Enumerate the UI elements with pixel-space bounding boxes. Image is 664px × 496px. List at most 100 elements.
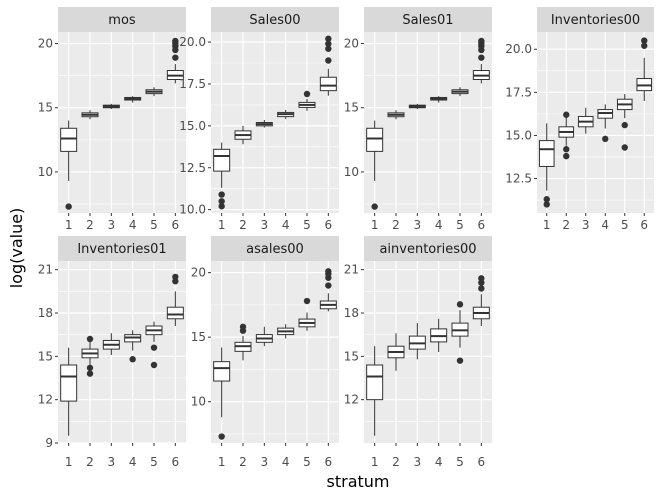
outlier-point xyxy=(621,144,628,151)
box-stratum-2 xyxy=(81,335,99,377)
box-stratum-5 xyxy=(616,94,633,151)
x-tick-label: 4 xyxy=(129,455,137,469)
box-stratum-5 xyxy=(451,87,469,97)
x-tick-label: 2 xyxy=(86,218,94,232)
x-tick-label: 5 xyxy=(150,218,158,232)
box-stratum-5 xyxy=(451,301,469,364)
box-stratum-1 xyxy=(366,346,384,436)
y-tick-label: 20 xyxy=(191,266,206,280)
outlier-point xyxy=(478,285,485,292)
outlier-point xyxy=(325,40,332,47)
outlier-point xyxy=(303,90,311,98)
facet-panel: Sales01 10 15 20 1 2 3 4 5 6 xyxy=(344,7,492,232)
box-stratum-6 xyxy=(166,273,184,326)
box-stratum-2 xyxy=(387,333,405,371)
box-stratum-2 xyxy=(234,125,252,145)
x-tick-label: 3 xyxy=(414,218,422,232)
box-stratum-1 xyxy=(538,123,555,208)
box-iqr xyxy=(319,76,337,92)
box-stratum-6 xyxy=(472,275,490,326)
box-stratum-5 xyxy=(298,297,316,331)
y-tick-label: 21 xyxy=(38,263,53,277)
x-tick-label: 6 xyxy=(640,218,648,232)
outlier-point xyxy=(172,37,179,45)
outlier-point xyxy=(325,57,332,64)
x-tick-label: 2 xyxy=(392,455,400,469)
outlier-point xyxy=(218,433,225,440)
facet-panel: asales00 10 15 20 1 2 3 4 5 6 xyxy=(191,236,339,469)
y-tick-label: 15.0 xyxy=(505,128,532,142)
x-tick-label: 3 xyxy=(582,218,590,232)
box-stratum-4 xyxy=(597,104,614,143)
box-stratum-4 xyxy=(430,318,448,352)
outlier-point xyxy=(371,203,378,210)
y-tick-label: 15.0 xyxy=(179,119,206,133)
outlier-point xyxy=(563,146,570,153)
box-iqr xyxy=(213,361,231,382)
outlier-point xyxy=(218,203,225,210)
box-stratum-6 xyxy=(472,37,490,84)
y-tick-label: 20 xyxy=(344,37,359,51)
box-iqr xyxy=(366,364,384,401)
panel-background xyxy=(211,32,339,213)
x-tick-label: 4 xyxy=(435,455,443,469)
outlier-point xyxy=(621,121,628,129)
box-stratum-3 xyxy=(408,103,426,110)
outlier-point xyxy=(325,35,332,42)
outlier-point xyxy=(86,370,94,377)
outlier-point xyxy=(602,135,609,143)
box-stratum-3 xyxy=(577,107,594,134)
facet-strip xyxy=(58,236,186,261)
facet-strip xyxy=(364,236,492,261)
outlier-point xyxy=(86,335,94,343)
outlier-point xyxy=(478,275,485,282)
box-stratum-2 xyxy=(558,111,575,160)
x-tick-label: 6 xyxy=(172,455,180,469)
facet-strip-label: Sales00 xyxy=(249,13,300,28)
outlier-point xyxy=(172,273,179,281)
x-tick-label: 3 xyxy=(261,455,269,469)
outlier-point xyxy=(641,37,648,44)
y-tick-label: 15 xyxy=(38,349,53,363)
box-stratum-4 xyxy=(124,330,142,363)
y-axis-title: log(value) xyxy=(7,208,26,289)
y-tick-label: 18 xyxy=(38,306,53,320)
box-stratum-5 xyxy=(145,87,163,97)
x-tick-label: 1 xyxy=(371,218,379,232)
outlier-point xyxy=(563,111,570,118)
facet-strip-label: mos xyxy=(108,13,136,28)
box-stratum-4 xyxy=(124,96,142,103)
facet-strip-label: Inventories00 xyxy=(551,13,640,28)
panel-background xyxy=(58,261,186,443)
x-tick-label: 5 xyxy=(621,218,629,232)
facet-strip-label: Inventories01 xyxy=(77,242,166,257)
outlier-point xyxy=(325,268,332,275)
x-tick-label: 6 xyxy=(172,218,180,232)
box-stratum-3 xyxy=(255,119,273,128)
x-tick-label: 4 xyxy=(129,218,137,232)
box-stratum-1 xyxy=(60,347,78,436)
panel-background xyxy=(364,261,492,443)
x-tick-label: 2 xyxy=(239,218,247,232)
facet-strip-label: ainventories00 xyxy=(379,242,476,257)
x-tick-label: 1 xyxy=(218,218,226,232)
y-tick-label: 10 xyxy=(38,165,53,179)
box-stratum-4 xyxy=(277,324,295,339)
outlier-point xyxy=(543,196,550,203)
outlier-point xyxy=(303,297,311,305)
x-tick-label: 1 xyxy=(65,455,73,469)
box-stratum-5 xyxy=(145,321,163,369)
x-tick-label: 2 xyxy=(86,455,94,469)
outlier-point xyxy=(563,152,570,160)
facet-strip xyxy=(537,7,654,32)
x-tick-label: 3 xyxy=(414,455,422,469)
facet-strip-label: asales00 xyxy=(246,242,304,257)
box-iqr xyxy=(60,364,78,402)
outlier-point xyxy=(86,364,94,372)
box-stratum-4 xyxy=(430,96,448,103)
facet-strip xyxy=(58,7,186,32)
y-tick-label: 12 xyxy=(38,393,53,407)
box-stratum-2 xyxy=(387,110,405,120)
x-tick-label: 1 xyxy=(65,218,73,232)
